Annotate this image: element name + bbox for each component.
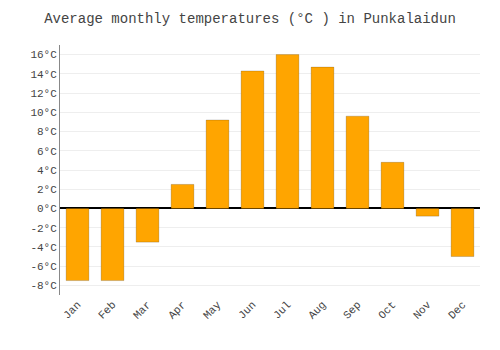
svg-text:Oct: Oct [376,299,398,321]
svg-text:-2°C: -2°C [30,223,57,235]
svg-text:Jan: Jan [61,299,83,321]
svg-text:Average monthly temperatures (: Average monthly temperatures (°C ) in Pu… [44,11,456,27]
svg-text:-6°C: -6°C [30,261,57,273]
svg-text:-4°C: -4°C [30,242,57,254]
svg-text:0°C: 0°C [37,203,57,215]
svg-text:Apr: Apr [166,299,188,321]
svg-text:10°C: 10°C [30,107,57,119]
svg-text:6°C: 6°C [37,146,57,158]
svg-text:Aug: Aug [306,299,328,321]
svg-text:-8°C: -8°C [30,280,57,292]
svg-text:Sep: Sep [341,299,363,321]
svg-text:16°C: 16°C [30,49,57,61]
svg-text:Jul: Jul [271,299,293,321]
svg-text:Dec: Dec [446,299,468,321]
svg-text:Nov: Nov [411,299,434,322]
svg-text:12°C: 12°C [30,88,57,100]
svg-text:May: May [201,299,224,322]
svg-text:Jun: Jun [236,299,258,321]
svg-text:Mar: Mar [131,299,153,321]
svg-text:8°C: 8°C [37,126,57,138]
svg-text:2°C: 2°C [37,184,57,196]
svg-text:4°C: 4°C [37,165,57,177]
svg-text:Feb: Feb [96,299,118,321]
svg-text:14°C: 14°C [30,69,57,81]
